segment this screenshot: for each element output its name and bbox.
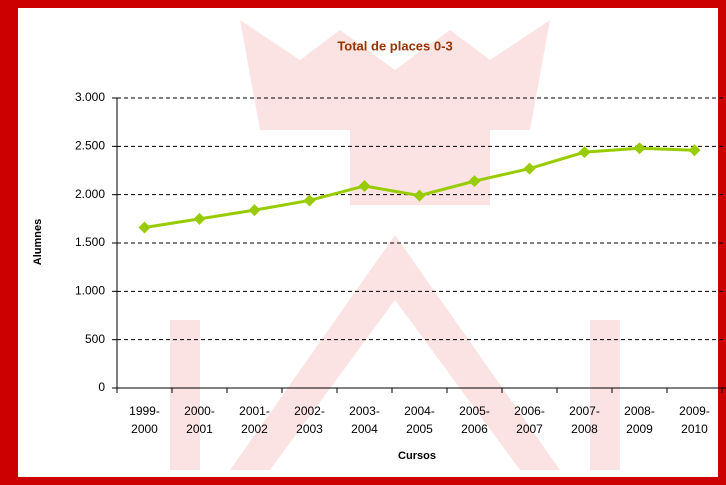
watermark bbox=[170, 20, 620, 470]
x-tick-label: 1999-2000 bbox=[129, 404, 160, 436]
data-point bbox=[578, 146, 591, 159]
data-point bbox=[193, 212, 206, 225]
y-axis-label: Alumnes bbox=[32, 219, 44, 265]
x-tick-label: 2005-2006 bbox=[459, 404, 490, 436]
x-tick-label: 2008-2009 bbox=[624, 404, 655, 436]
x-tick-label: 2003-2004 bbox=[349, 404, 380, 436]
y-tick-label: 2.500 bbox=[75, 139, 105, 153]
data-point bbox=[138, 221, 151, 234]
data-point bbox=[633, 142, 646, 155]
x-tick-label: 2000-2001 bbox=[184, 404, 215, 436]
y-tick-label: 500 bbox=[85, 332, 105, 346]
data-point bbox=[358, 179, 371, 192]
y-tick-label: 0 bbox=[98, 380, 105, 394]
x-tick-label: 2006-2007 bbox=[514, 404, 545, 436]
x-tick-label: 2009-2010 bbox=[679, 404, 710, 436]
data-point bbox=[248, 204, 261, 217]
data-point bbox=[523, 162, 536, 175]
x-tick-label: 2007-2008 bbox=[569, 404, 600, 436]
data-point bbox=[468, 175, 481, 188]
data-point bbox=[303, 194, 316, 207]
y-tick-label: 1.000 bbox=[75, 284, 105, 298]
x-tick-label: 2004-2005 bbox=[404, 404, 435, 436]
x-tick-label: 2002-2003 bbox=[294, 404, 325, 436]
y-tick-label: 1.500 bbox=[75, 235, 105, 249]
y-tick-label: 2.000 bbox=[75, 187, 105, 201]
x-axis-label: Cursos bbox=[398, 450, 436, 462]
y-tick-label: 3.000 bbox=[75, 90, 105, 104]
data-point bbox=[688, 144, 701, 157]
x-tick-label: 2001-2002 bbox=[239, 404, 270, 436]
frame-left bbox=[8, 8, 18, 481]
chart-title: Total de places 0-3 bbox=[337, 38, 452, 53]
data-point bbox=[413, 189, 426, 202]
